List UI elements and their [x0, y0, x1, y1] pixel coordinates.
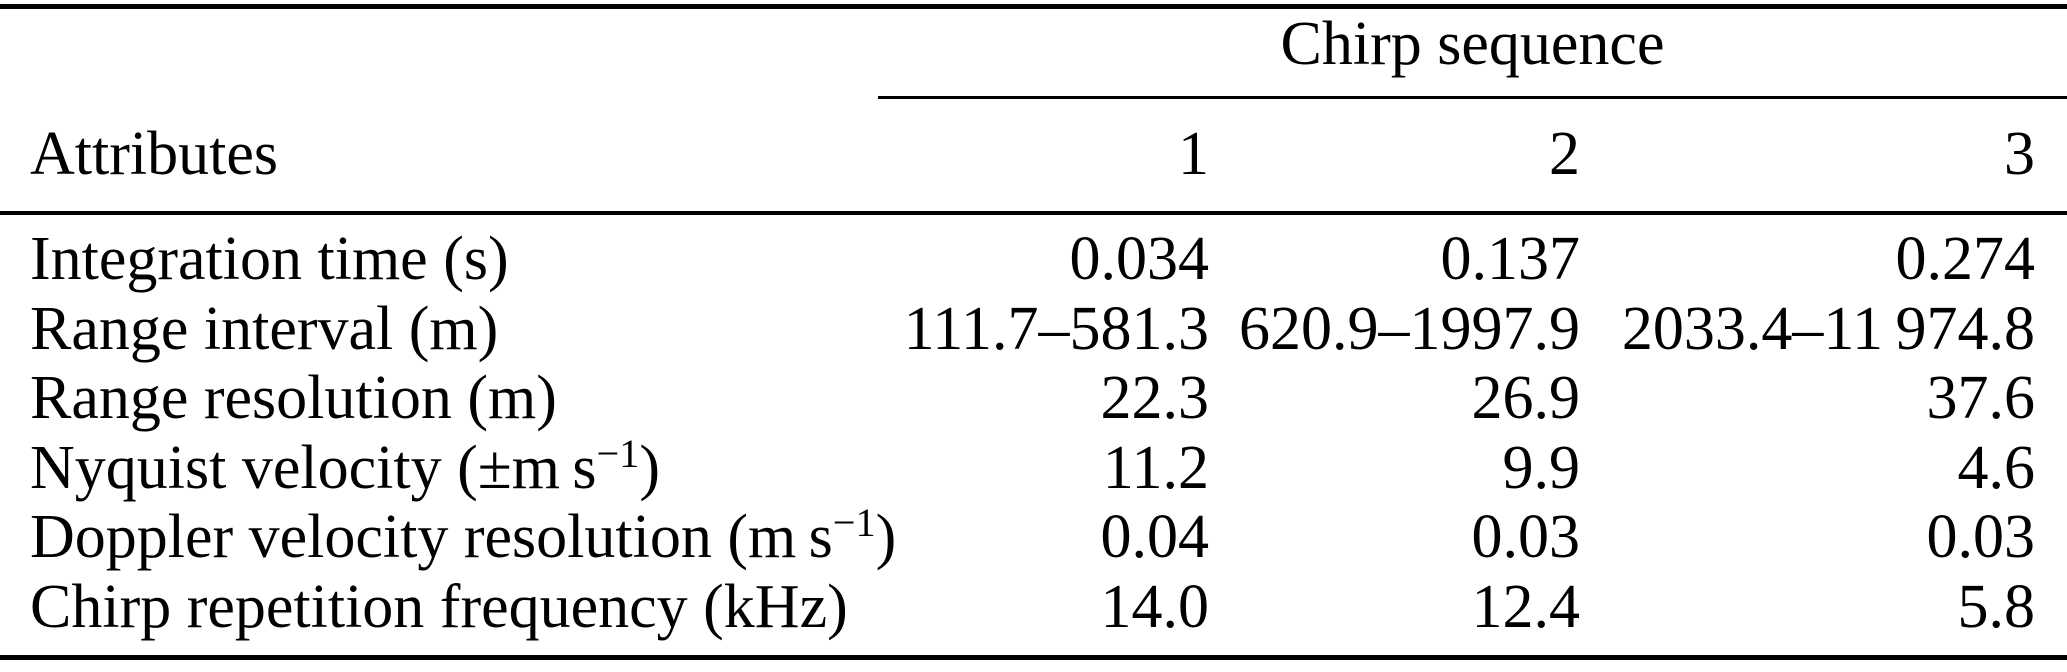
value-cell: 0.04: [1100, 503, 1210, 571]
label-text: ): [639, 433, 661, 502]
value-cell: 26.9: [1471, 364, 1581, 432]
label-text: Range resolution (m): [30, 364, 557, 432]
label-text: Range interval (m): [30, 294, 499, 363]
label-superscript: −1: [832, 500, 876, 546]
value-cell: 11.2: [1102, 433, 1209, 502]
chirp-sequence-span-rule: [878, 96, 2067, 99]
attribute-label: Doppler velocity resolution (m s−1): [0, 500, 896, 572]
value-cell: 0.03: [1926, 503, 2036, 571]
header-row: Attributes 1 2 3: [0, 120, 2067, 189]
value-cell: 0.034: [1069, 225, 1210, 293]
attribute-label: Nyquist velocity (±m s−1): [0, 430, 880, 503]
group-header-chirp-sequence: Chirp sequence: [1280, 10, 1665, 78]
row-nyquist-velocity: Nyquist velocity (±m s−1) 11.2 9.9 4.6: [0, 430, 2067, 504]
value-cell: 111.7–581.3: [903, 294, 1209, 363]
attribute-label: Integration time (s): [0, 225, 880, 294]
top-rule: [0, 4, 2067, 9]
attribute-label: Range interval (m): [0, 295, 880, 364]
value-cell: 620.9–1997.9: [1239, 294, 1580, 363]
row-integration-time: Integration time (s) 0.034 0.137 0.274: [0, 225, 2067, 295]
header-divider-rule: [0, 211, 2067, 215]
attribute-label: Chirp repetition frequency (kHz): [0, 573, 880, 642]
row-range-interval: Range interval (m) 111.7–581.3 620.9–199…: [0, 295, 2067, 365]
column-header-1: 1: [1178, 120, 1209, 188]
table-body: Integration time (s) 0.034 0.137 0.274 R…: [0, 225, 2067, 642]
value-cell: 12.4: [1471, 572, 1581, 641]
value-cell: 37.6: [1926, 364, 2036, 432]
value-cell: 0.137: [1440, 225, 1581, 293]
value-cell: 22.3: [1100, 364, 1210, 432]
value-cell: 5.8: [1957, 572, 2036, 641]
row-doppler-velocity-resolution: Doppler velocity resolution (m s−1) 0.04…: [0, 500, 2067, 573]
attribute-label: Range resolution (m): [0, 364, 880, 433]
value-cell: 0.03: [1471, 503, 1581, 571]
label-superscript: −1: [596, 430, 640, 476]
value-cell: 14.0: [1100, 572, 1210, 641]
label-text: Chirp repetition frequency (kHz): [30, 572, 848, 641]
label-text: Nyquist velocity (±m s: [30, 433, 597, 502]
row-range-resolution: Range resolution (m) 22.3 26.9 37.6: [0, 364, 2067, 434]
attributes-column-header: Attributes: [30, 120, 278, 188]
bottom-rule: [0, 655, 2067, 660]
value-cell: 4.6: [1957, 433, 2036, 502]
value-cell: 2033.4–11 974.8: [1621, 294, 2035, 363]
value-cell: 9.9: [1502, 433, 1581, 502]
column-header-3: 3: [2004, 120, 2035, 188]
label-text: ): [875, 503, 897, 571]
column-header-2: 2: [1549, 120, 1580, 188]
label-text: Doppler velocity resolution (m s: [30, 503, 833, 571]
row-chirp-repetition-frequency: Chirp repetition frequency (kHz) 14.0 12…: [0, 573, 2067, 643]
label-text: Integration time (s): [30, 225, 509, 293]
value-cell: 0.274: [1895, 225, 2036, 293]
